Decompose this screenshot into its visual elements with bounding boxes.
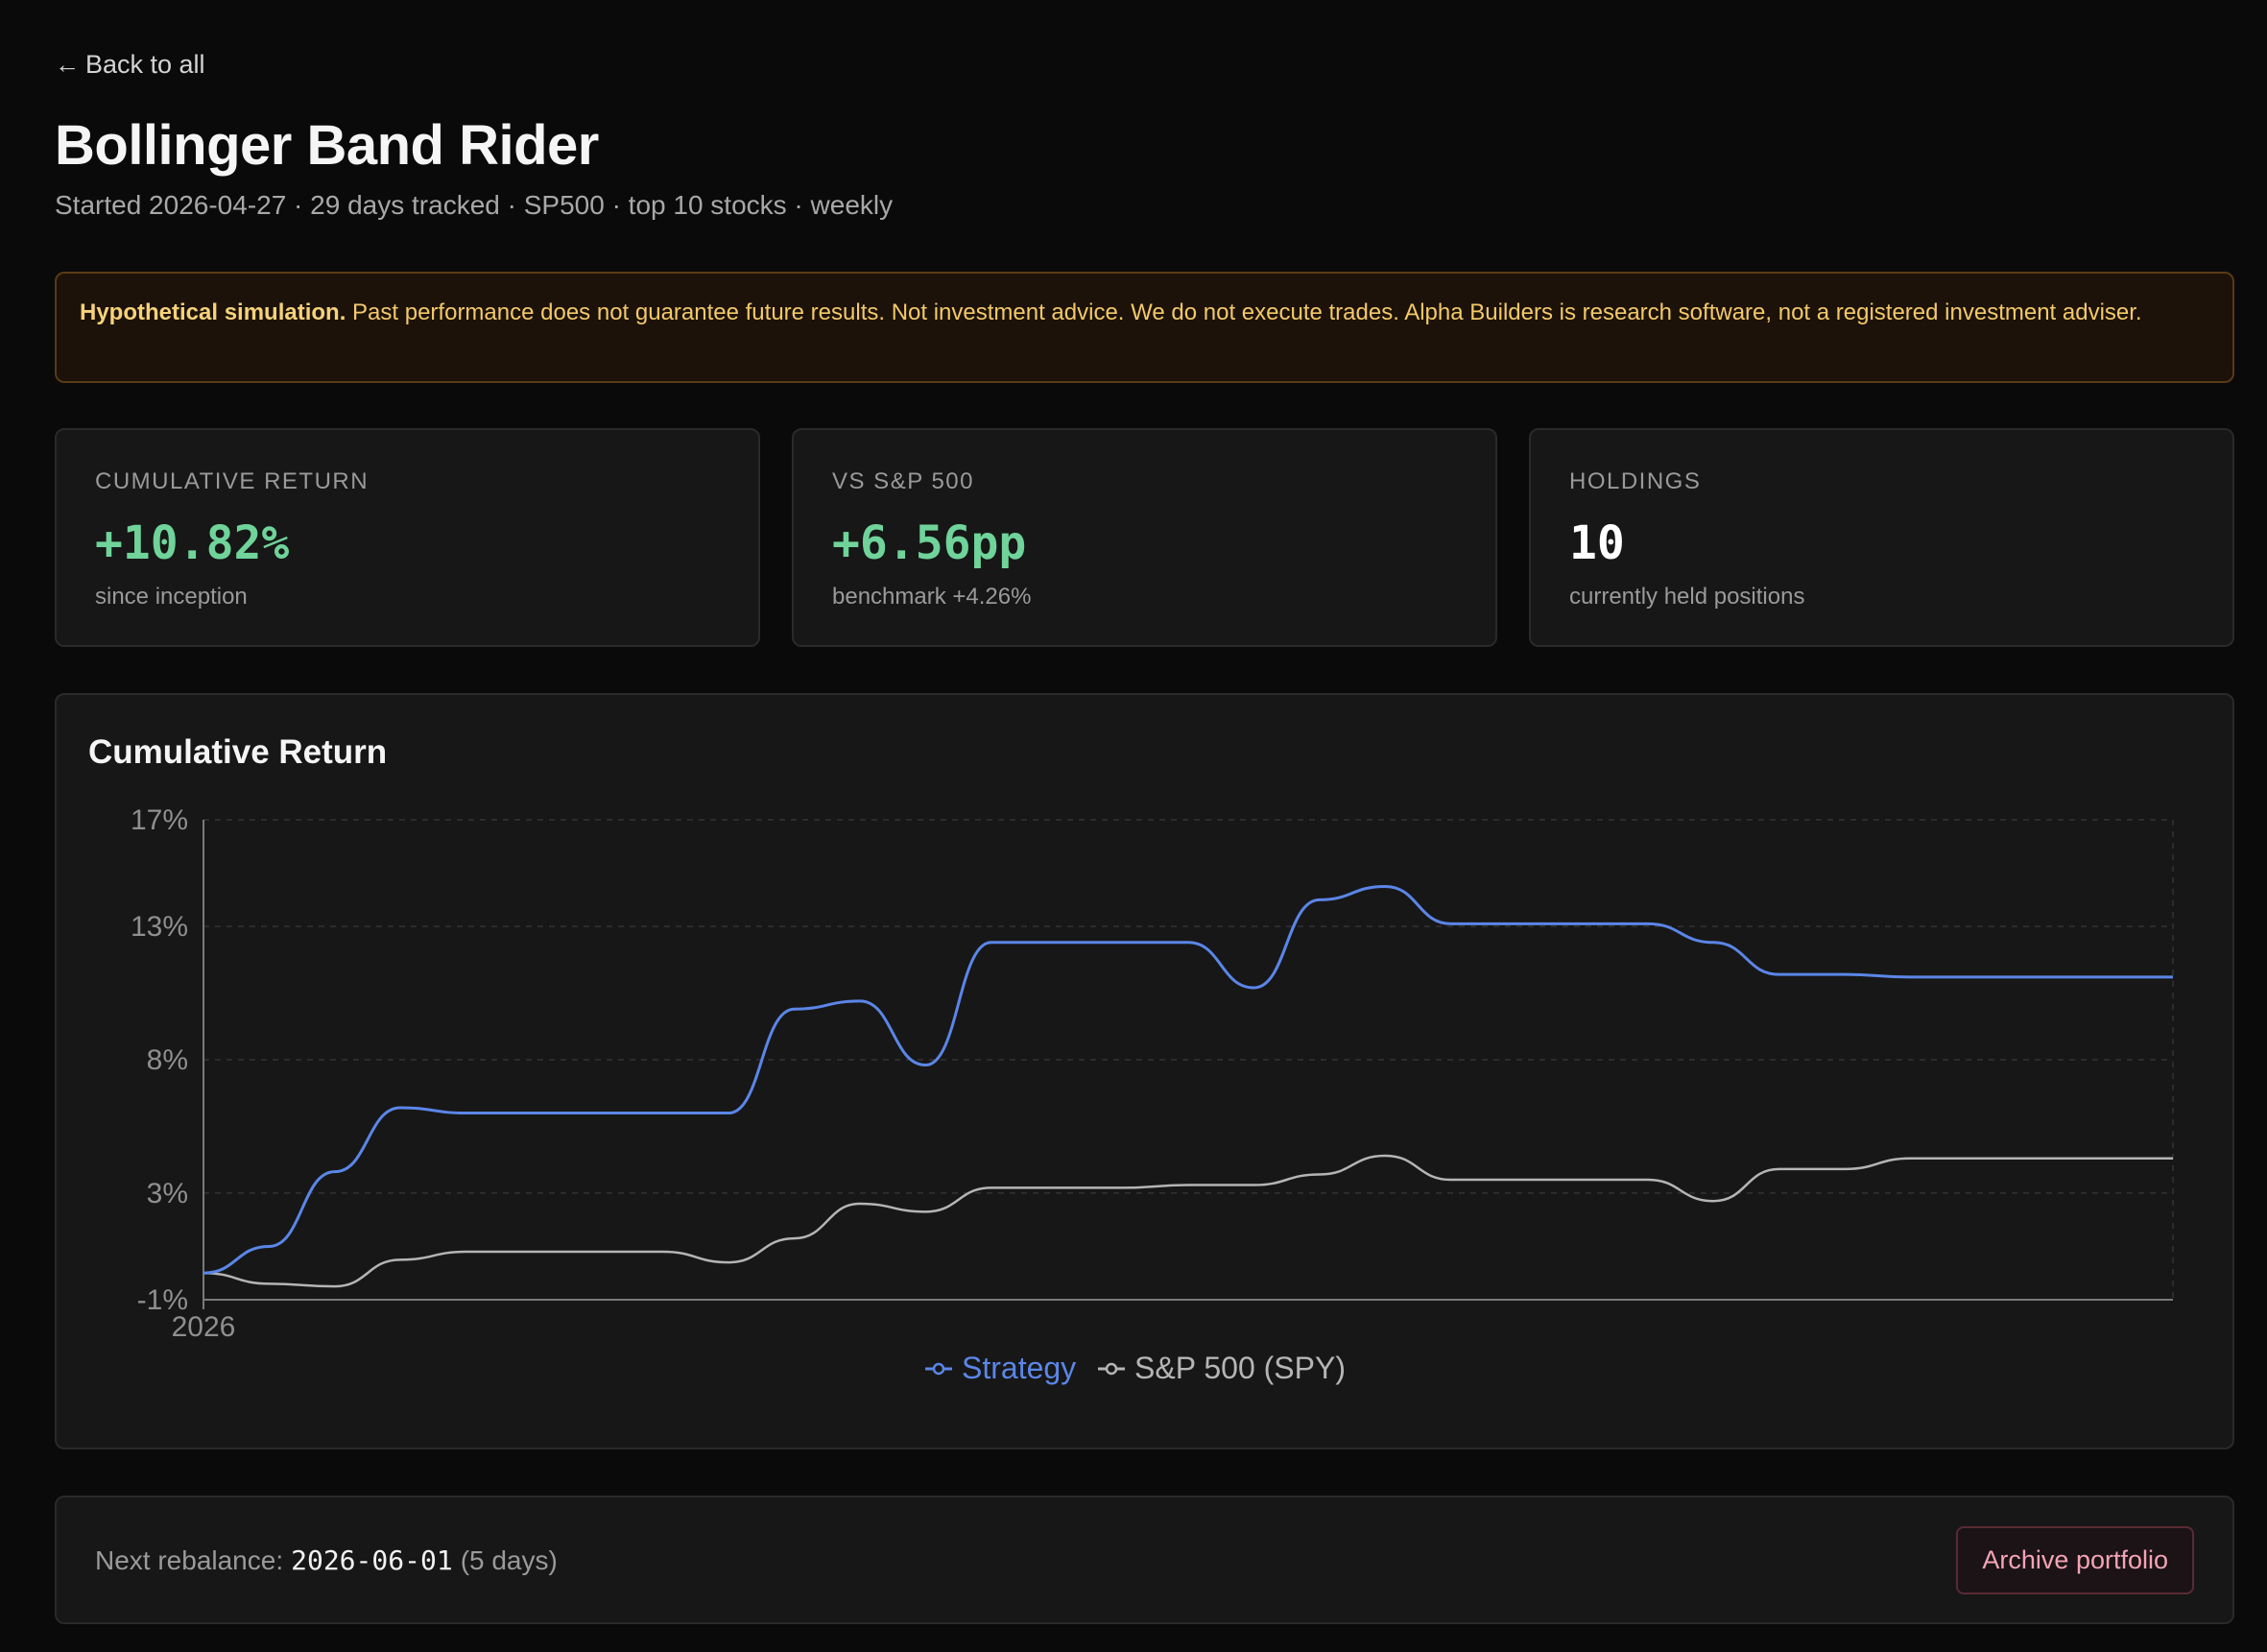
stat-value: +6.56pp	[832, 516, 1027, 570]
back-link[interactable]: ← Back to all	[55, 50, 205, 80]
cumulative-return-chart: 17% 13% 8% 3% -1%2026 Strategy S&P 500 (SPY)	[131, 804, 2174, 1385]
y-tick-label: 8%	[147, 1044, 188, 1076]
stat-label: Holdings	[1569, 468, 1702, 494]
legend-strategy-label: Strategy	[962, 1351, 1076, 1385]
legend-benchmark-marker	[1105, 1362, 1118, 1376]
legend-strategy-marker	[932, 1362, 945, 1376]
rebalance-label: Next rebalance:	[95, 1544, 284, 1575]
disclaimer-bold: Hypothetical simulation.	[80, 299, 346, 325]
rebalance-info: Next rebalance: 2026-06-01 (5 days)	[95, 1544, 558, 1576]
disclaimer-banner: Hypothetical simulation. Past performanc…	[55, 272, 2234, 383]
stat-sub: since inception	[95, 584, 248, 610]
series-line-benchmark	[203, 1154, 2173, 1288]
stat-card-holdings: Holdings 10 currently held positions	[1529, 428, 2234, 647]
chart-title: Cumulative Return	[88, 733, 388, 771]
rebalance-date: 2026-06-01	[291, 1544, 453, 1576]
stat-value: +10.82%	[95, 516, 290, 570]
back-link-label: Back to all	[85, 50, 205, 79]
page-subtitle: Started 2026-04-27 · 29 days tracked · S…	[55, 190, 894, 220]
rebalance-countdown: (5 days)	[460, 1544, 558, 1575]
y-tick-label: -1%	[137, 1284, 188, 1316]
x-tick-label: 2026	[172, 1311, 236, 1343]
series-line-strategy	[203, 884, 2173, 1275]
y-tick-label: 17%	[131, 804, 188, 836]
rebalance-footer: Next rebalance: 2026-06-01 (5 days) Arch…	[55, 1496, 2234, 1624]
stat-label: VS S&P 500	[832, 468, 974, 494]
page-title: Bollinger Band Rider	[55, 114, 599, 177]
archive-portfolio-button[interactable]: Archive portfolio	[1956, 1525, 2194, 1594]
stat-card-vs-sp500: VS S&P 500 +6.56pp benchmark +4.26%	[792, 428, 1497, 647]
stat-card-cumulative-return: Cumulative Return +10.82% since inceptio…	[55, 428, 760, 647]
y-tick-label: 13%	[131, 911, 188, 943]
chart-card: Cumulative Return 17% 13% 8% 3% -1% 2026 Strat…	[55, 693, 2234, 1449]
y-tick-label: 3%	[147, 1178, 188, 1209]
legend-benchmark-label: S&P 500 (SPY)	[1134, 1351, 1346, 1385]
arrow-left-icon: ←	[55, 50, 80, 79]
stat-label: Cumulative Return	[95, 468, 370, 494]
disclaimer-text: Past performance does not guarantee futu…	[346, 299, 2142, 325]
stat-value: 10	[1569, 516, 1625, 570]
stat-sub: benchmark +4.26%	[832, 584, 1032, 610]
stat-sub: currently held positions	[1569, 584, 1805, 610]
